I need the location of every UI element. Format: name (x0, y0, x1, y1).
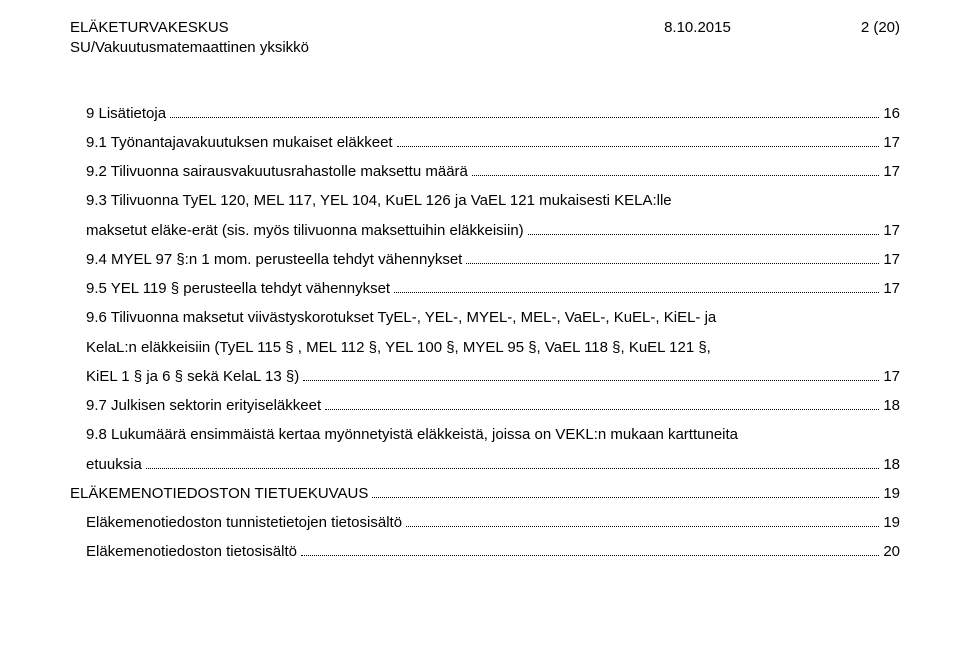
toc-page: 20 (883, 537, 900, 566)
toc-label: KelaL:n eläkkeisiin (TyEL 115 § , MEL 11… (86, 333, 711, 362)
toc-label: KiEL 1 § ja 6 § sekä KelaL 13 §) (86, 362, 299, 391)
toc-page: 18 (883, 391, 900, 420)
toc-dots (466, 263, 879, 264)
header-pagenum: 2 (20) (861, 18, 900, 38)
toc-page: 17 (883, 157, 900, 186)
toc-entry-cont: KelaL:n eläkkeisiin (TyEL 115 § , MEL 11… (70, 333, 900, 362)
toc-entry: 9.6 Tilivuonna maksetut viivästyskorotuk… (70, 303, 900, 332)
toc-entry-cont: maksetut eläke-erät (sis. myös tilivuonn… (70, 216, 900, 245)
toc-entry: 9.7 Julkisen sektorin erityiseläkkeet 18 (70, 391, 900, 420)
toc-page: 16 (883, 99, 900, 128)
toc-entry: 9.3 Tilivuonna TyEL 120, MEL 117, YEL 10… (70, 186, 900, 215)
header-row-2: SU/Vakuutusmatemaattinen yksikkö (70, 38, 900, 58)
toc-label: 9.3 Tilivuonna TyEL 120, MEL 117, YEL 10… (86, 186, 672, 215)
toc-dots (170, 117, 879, 118)
toc-label: 9.8 Lukumäärä ensimmäistä kertaa myönnet… (86, 420, 738, 449)
header-row-1: ELÄKETURVAKESKUS 8.10.2015 2 (20) (70, 18, 900, 38)
toc-page: 17 (883, 274, 900, 303)
toc-dots (325, 409, 879, 410)
toc-dots (472, 175, 879, 176)
toc-page: 18 (883, 450, 900, 479)
toc-entry: Eläkemenotiedoston tunnistetietojen tiet… (70, 508, 900, 537)
header-right: 8.10.2015 2 (20) (664, 18, 900, 38)
toc-page: 17 (883, 245, 900, 274)
toc-entry: 9.1 Työnantajavakuutuksen mukaiset eläkk… (70, 128, 900, 157)
table-of-contents: 9 Lisätietoja 16 9.1 Työnantajavakuutuks… (70, 99, 900, 567)
toc-label: ELÄKEMENOTIEDOSTON TIETUEKUVAUS (70, 479, 368, 508)
toc-entry: Eläkemenotiedoston tietosisältö 20 (70, 537, 900, 566)
toc-dots (397, 146, 880, 147)
toc-dots (406, 526, 879, 527)
toc-label: 9.1 Työnantajavakuutuksen mukaiset eläkk… (86, 128, 393, 157)
toc-dots (301, 555, 879, 556)
header-date: 8.10.2015 (664, 18, 731, 38)
toc-entry: ELÄKEMENOTIEDOSTON TIETUEKUVAUS 19 (70, 479, 900, 508)
toc-dots (394, 292, 879, 293)
toc-label: Eläkemenotiedoston tietosisältö (86, 537, 297, 566)
toc-page: 19 (883, 508, 900, 537)
document-page: ELÄKETURVAKESKUS 8.10.2015 2 (20) SU/Vak… (0, 0, 960, 653)
toc-dots (303, 380, 879, 381)
toc-label: 9.4 MYEL 97 §:n 1 mom. perusteella tehdy… (86, 245, 462, 274)
toc-dots (528, 234, 880, 235)
toc-page: 17 (883, 216, 900, 245)
toc-page: 17 (883, 362, 900, 391)
toc-entry: 9 Lisätietoja 16 (70, 99, 900, 128)
toc-label: 9.7 Julkisen sektorin erityiseläkkeet (86, 391, 321, 420)
toc-entry-cont: KiEL 1 § ja 6 § sekä KelaL 13 §) 17 (70, 362, 900, 391)
toc-dots (372, 497, 879, 498)
toc-entry: 9.5 YEL 119 § perusteella tehdyt vähenny… (70, 274, 900, 303)
toc-label: maksetut eläke-erät (sis. myös tilivuonn… (86, 216, 524, 245)
toc-label: etuuksia (86, 450, 142, 479)
toc-page: 17 (883, 128, 900, 157)
toc-label: 9 Lisätietoja (86, 99, 166, 128)
toc-entry: 9.2 Tilivuonna sairausvakuutusrahastolle… (70, 157, 900, 186)
toc-entry: 9.8 Lukumäärä ensimmäistä kertaa myönnet… (70, 420, 900, 449)
toc-label: 9.6 Tilivuonna maksetut viivästyskorotuk… (86, 303, 716, 332)
toc-page: 19 (883, 479, 900, 508)
header-subunit: SU/Vakuutusmatemaattinen yksikkö (70, 38, 900, 58)
toc-label: 9.2 Tilivuonna sairausvakuutusrahastolle… (86, 157, 468, 186)
toc-label: Eläkemenotiedoston tunnistetietojen tiet… (86, 508, 402, 537)
toc-dots (146, 468, 879, 469)
toc-entry-cont: etuuksia 18 (70, 450, 900, 479)
header-org: ELÄKETURVAKESKUS (70, 18, 664, 38)
toc-label: 9.5 YEL 119 § perusteella tehdyt vähenny… (86, 274, 390, 303)
toc-entry: 9.4 MYEL 97 §:n 1 mom. perusteella tehdy… (70, 245, 900, 274)
